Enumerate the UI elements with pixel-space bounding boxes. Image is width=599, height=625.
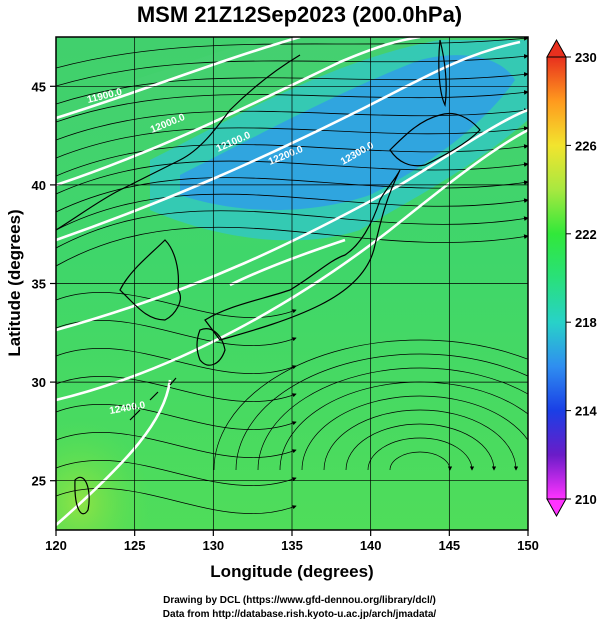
honshu-coast <box>204 169 401 341</box>
streamline <box>56 460 297 486</box>
streamline <box>301 395 528 471</box>
y-tick-label: 30 <box>32 375 46 390</box>
axis-ticks <box>50 85 529 536</box>
x-tick-label: 125 <box>124 538 146 553</box>
streamline <box>345 423 497 471</box>
colorbar-label: 222 <box>575 227 597 242</box>
streamline <box>213 339 528 471</box>
streamline <box>56 348 297 374</box>
x-tick-label: 135 <box>281 538 303 553</box>
streamline <box>367 437 475 471</box>
x-tick-label: 130 <box>202 538 224 553</box>
y-axis-title: Latitude (degrees) <box>5 209 24 356</box>
y-tick-label: 45 <box>32 79 46 94</box>
streamline <box>56 376 297 402</box>
streamline <box>56 37 528 69</box>
sakhalin-coast <box>438 39 447 107</box>
x-tick-label: 120 <box>45 538 67 553</box>
streamline <box>257 367 528 471</box>
shading-northwest <box>56 37 260 105</box>
streamline <box>56 404 297 430</box>
streamline <box>56 72 528 105</box>
y-tick-label: 25 <box>32 474 46 489</box>
colorbar-body <box>546 56 567 500</box>
colorbar-top-arrow <box>546 38 567 58</box>
colorbar-label: 210 <box>575 492 597 507</box>
colorbar-label: 230 <box>575 50 597 65</box>
contour-line <box>56 108 528 332</box>
streamline <box>56 90 528 123</box>
contour-line <box>56 40 521 242</box>
streamline <box>323 409 519 471</box>
x-tick-label: 150 <box>517 538 539 553</box>
contour-line <box>56 238 346 526</box>
y-tick-label: 40 <box>32 178 46 193</box>
colorbar-label: 214 <box>575 404 597 419</box>
contour-line <box>56 37 301 120</box>
credit-data-source: Data from http://database.rish.kyoto-u.a… <box>162 609 437 620</box>
x-tick-label: 140 <box>360 538 382 553</box>
colorbar-label: 218 <box>575 315 597 330</box>
streamline <box>56 432 297 458</box>
streamline <box>56 193 528 231</box>
cold-region-core <box>180 55 515 211</box>
coastline <box>56 39 481 515</box>
contour-line <box>56 37 421 187</box>
streamline <box>56 226 528 267</box>
x-tick-label: 145 <box>438 538 460 553</box>
warm-region-southwest <box>56 393 174 530</box>
streamline <box>389 451 453 471</box>
streamline <box>235 353 528 471</box>
credit-drawing: Drawing by DCL (https://www.gfd-dennou.o… <box>163 595 436 606</box>
x-axis-title: Longitude (degrees) <box>210 562 373 581</box>
colorbar: 230 226 222 218 214 210 <box>546 38 597 518</box>
y-tick-label: 35 <box>32 277 46 292</box>
contour-line <box>56 128 528 402</box>
taiwan-coast <box>74 476 90 515</box>
hokkaido-coast <box>389 112 481 167</box>
streamline <box>56 210 528 249</box>
chart-title: MSM 21Z12Sep2023 (200.0hPa) <box>136 2 463 27</box>
axis-tick-labels: 120 125 130 135 140 145 150 25 30 35 40 45 <box>32 79 539 553</box>
colorbar-bottom-arrow <box>546 498 567 518</box>
streamline <box>56 160 528 195</box>
korea-coast <box>119 239 181 321</box>
lat-lon-gridlines <box>56 37 528 530</box>
colorbar-label: 226 <box>575 138 597 153</box>
continent-coast <box>56 54 301 231</box>
streamline <box>56 292 297 318</box>
streamline <box>56 488 297 514</box>
streamline <box>56 126 528 159</box>
streamline <box>56 177 528 213</box>
